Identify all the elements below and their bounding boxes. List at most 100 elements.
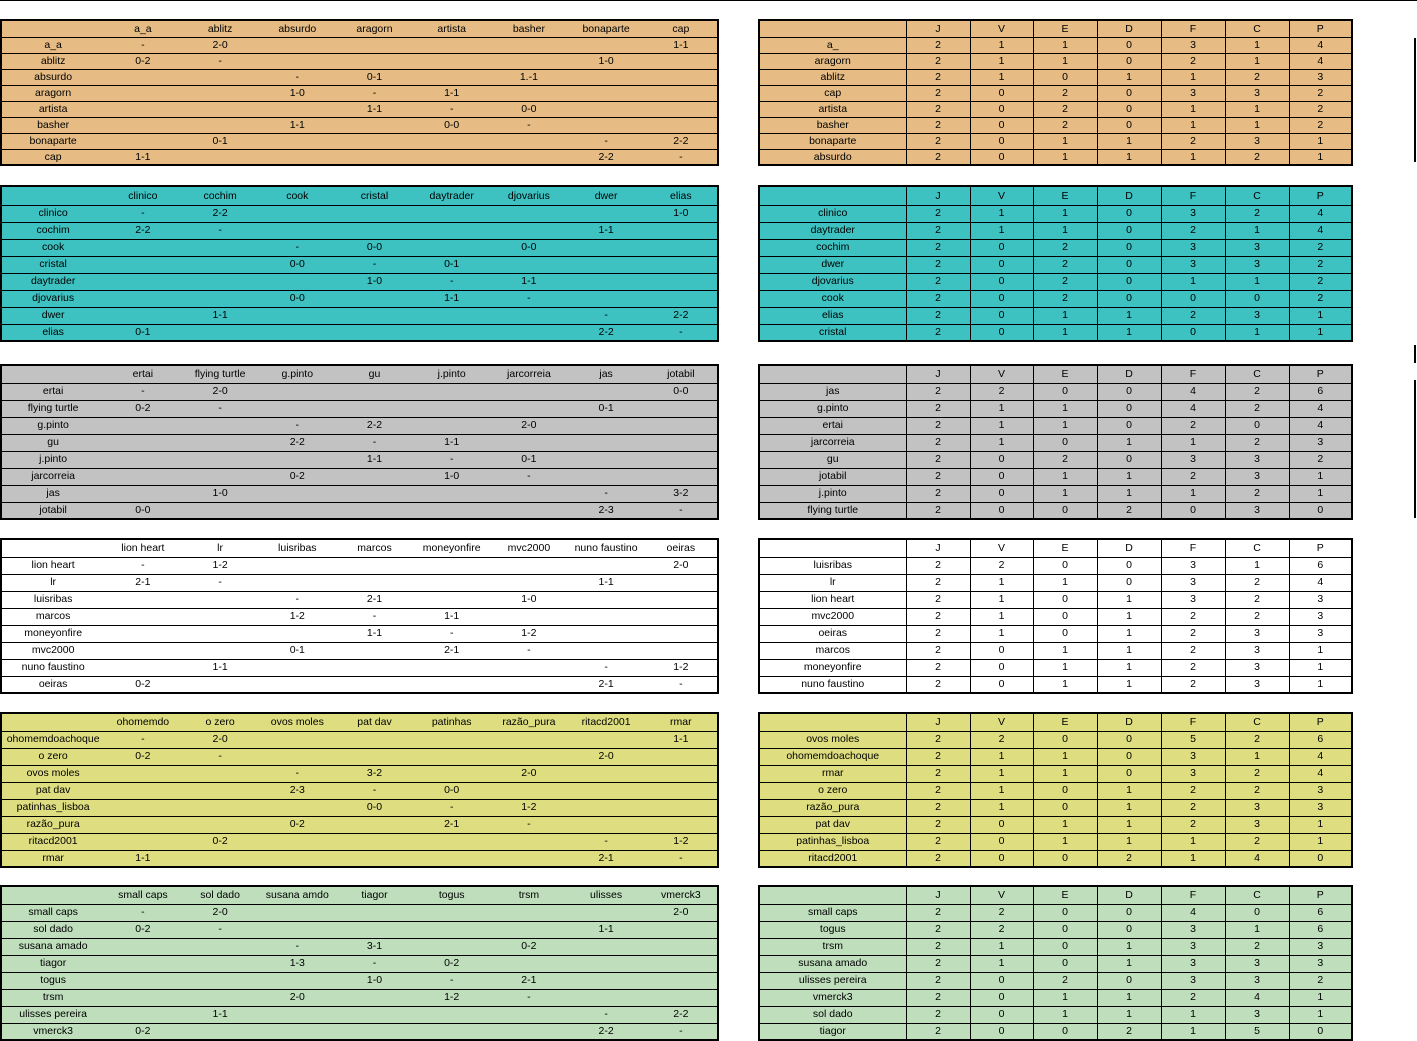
score-cell[interactable]: [181, 955, 259, 973]
score-cell[interactable]: [644, 989, 718, 1007]
stat-header[interactable]: C: [1225, 186, 1290, 206]
score-cell[interactable]: [181, 324, 258, 341]
stat-cell[interactable]: 1: [1225, 324, 1290, 341]
score-cell[interactable]: -: [104, 37, 182, 54]
score-cell[interactable]: 2-0: [181, 904, 259, 922]
stat-cell[interactable]: 2: [1161, 799, 1226, 817]
stat-cell[interactable]: 1: [1033, 307, 1098, 325]
stat-cell[interactable]: 3: [1161, 451, 1226, 469]
score-cell[interactable]: 1-2: [181, 557, 259, 575]
stat-cell[interactable]: 2: [906, 239, 971, 257]
stat-cell[interactable]: 0: [1033, 782, 1098, 800]
score-cell[interactable]: -: [567, 659, 645, 677]
score-cell[interactable]: [104, 307, 182, 325]
stat-cell[interactable]: 1: [1097, 324, 1162, 341]
player-name-cell[interactable]: togus: [1, 972, 105, 990]
score-cell[interactable]: [490, 256, 568, 274]
score-cell[interactable]: [104, 799, 182, 817]
stat-cell[interactable]: 2: [1225, 591, 1290, 609]
column-header[interactable]: ertai: [104, 365, 182, 384]
score-cell[interactable]: -: [104, 205, 182, 223]
stat-cell[interactable]: 2: [1033, 972, 1098, 990]
score-cell[interactable]: [181, 273, 259, 291]
stat-cell[interactable]: 3: [1161, 574, 1226, 592]
stat-cell[interactable]: 2: [906, 833, 971, 851]
score-cell[interactable]: -: [181, 53, 259, 70]
stat-cell[interactable]: 2: [1225, 485, 1290, 503]
player-name-cell[interactable]: pat dav: [1, 782, 105, 800]
stat-cell[interactable]: 3: [1161, 972, 1226, 990]
score-cell[interactable]: 0-0: [413, 782, 491, 800]
score-cell[interactable]: 2-1: [104, 574, 182, 592]
player-name-cell[interactable]: gu: [1, 434, 105, 452]
stat-cell[interactable]: 0: [1097, 239, 1162, 257]
score-cell[interactable]: [181, 799, 259, 817]
score-cell[interactable]: -: [258, 938, 336, 956]
score-cell[interactable]: [490, 608, 568, 626]
score-cell[interactable]: -: [567, 1006, 645, 1024]
score-cell[interactable]: 2-1: [335, 591, 414, 609]
score-cell[interactable]: [181, 256, 259, 274]
stat-cell[interactable]: 0: [970, 816, 1034, 834]
score-cell[interactable]: [567, 938, 645, 956]
column-header[interactable]: j.pinto: [413, 365, 491, 384]
stat-cell[interactable]: 2: [1161, 222, 1226, 240]
score-cell[interactable]: 0-0: [644, 383, 718, 401]
stat-cell[interactable]: 1: [1225, 273, 1290, 291]
team-name-cell[interactable]: susana amado: [759, 955, 907, 973]
score-cell[interactable]: 0-2: [490, 938, 568, 956]
stat-cell[interactable]: 2: [970, 557, 1034, 575]
stat-cell[interactable]: 1: [1033, 816, 1098, 834]
stat-cell[interactable]: 2: [1225, 938, 1290, 956]
score-cell[interactable]: [258, 921, 336, 939]
score-cell[interactable]: [258, 833, 336, 851]
stat-cell[interactable]: 1: [970, 400, 1034, 418]
score-cell[interactable]: [644, 222, 718, 240]
corner-cell[interactable]: [759, 20, 907, 38]
score-cell[interactable]: [644, 799, 718, 817]
column-header[interactable]: nuno faustino: [567, 539, 645, 558]
score-cell[interactable]: [413, 205, 491, 223]
team-name-cell[interactable]: bonaparte: [759, 133, 907, 150]
player-name-cell[interactable]: elias: [42, 326, 64, 338]
stat-cell[interactable]: 1: [1161, 69, 1226, 86]
score-cell[interactable]: [104, 989, 182, 1007]
stat-cell[interactable]: 1: [970, 608, 1034, 626]
stat-cell[interactable]: 0: [970, 290, 1034, 308]
team-name-cell[interactable]: ablitz: [759, 69, 907, 86]
stat-cell[interactable]: 3: [1289, 938, 1352, 956]
stat-cell[interactable]: 2: [1289, 273, 1352, 291]
stat-cell[interactable]: 2: [906, 205, 971, 223]
stat-header[interactable]: F: [1161, 186, 1226, 206]
score-cell[interactable]: 2-2: [335, 417, 414, 435]
column-header[interactable]: flying turtle: [181, 365, 259, 384]
stat-cell[interactable]: 1: [1317, 150, 1324, 163]
stat-cell[interactable]: 2: [1289, 256, 1352, 274]
stat-cell[interactable]: 1: [970, 53, 1034, 70]
score-cell[interactable]: [181, 434, 259, 452]
stat-cell[interactable]: 0: [1097, 37, 1162, 54]
score-cell[interactable]: [644, 434, 718, 452]
stat-cell[interactable]: 2: [1033, 273, 1098, 291]
score-cell[interactable]: [258, 273, 336, 291]
score-cell[interactable]: [644, 53, 718, 70]
score-cell[interactable]: [335, 468, 414, 486]
score-cell[interactable]: [335, 133, 414, 150]
team-name-cell[interactable]: artista: [759, 101, 907, 118]
column-header[interactable]: jotabil: [644, 365, 718, 384]
player-name-cell[interactable]: g.pinto: [1, 417, 105, 435]
stat-cell[interactable]: 3: [1225, 816, 1290, 834]
column-header[interactable]: g.pinto: [258, 365, 336, 384]
score-cell[interactable]: [567, 434, 645, 452]
team-name-cell[interactable]: nuno faustino: [759, 676, 907, 693]
stat-cell[interactable]: 0: [970, 239, 1034, 257]
score-cell[interactable]: -: [335, 434, 414, 452]
score-cell[interactable]: [490, 748, 568, 766]
stat-cell[interactable]: 4: [1161, 400, 1226, 418]
score-cell[interactable]: [413, 765, 491, 783]
score-cell[interactable]: [104, 239, 182, 257]
team-name-cell[interactable]: a_: [759, 37, 907, 54]
stat-cell[interactable]: 2: [906, 324, 971, 341]
stat-cell[interactable]: 3: [1289, 608, 1352, 626]
score-cell[interactable]: 1-1: [181, 307, 259, 325]
